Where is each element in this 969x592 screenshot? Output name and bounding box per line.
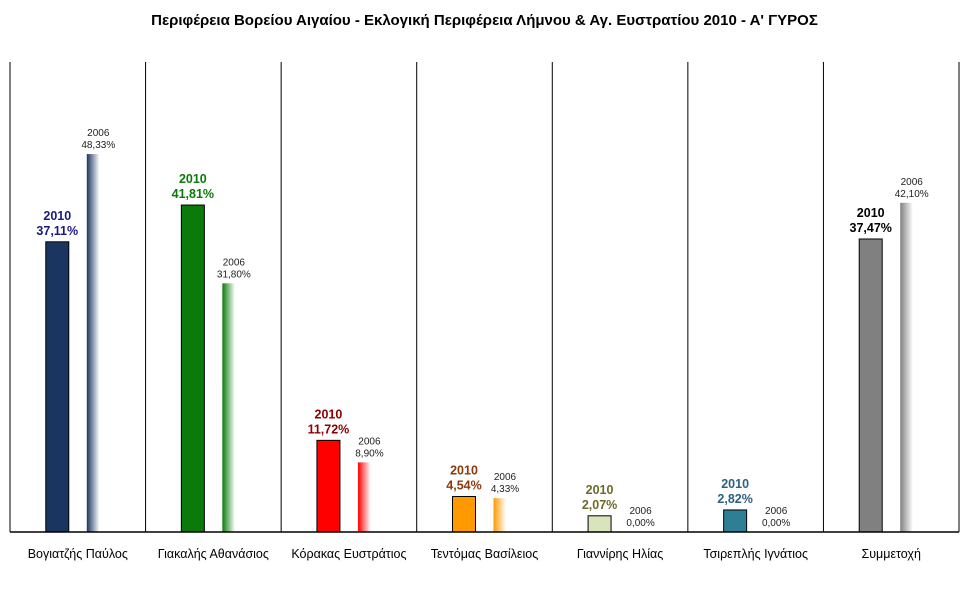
data-label-2006-year: 2006 [223, 257, 246, 268]
data-label-2006-year: 2006 [358, 436, 381, 447]
data-label-2010-value: 37,47% [850, 221, 892, 235]
category-label: Συμμετοχή [861, 547, 920, 561]
chart-data-labels: 201037,11%200648,33%201041,81%200631,80%… [36, 128, 928, 529]
data-label-2006-value: 31,80% [217, 269, 251, 280]
data-label-2010-value: 4,54% [446, 478, 481, 492]
bar-2010 [180, 204, 205, 533]
data-label-2010-year: 2010 [450, 463, 478, 477]
data-label-2006-year: 2006 [901, 177, 924, 188]
category-label: Κόρακας Ευστράτιος [291, 547, 406, 561]
data-label-2010-year: 2010 [315, 407, 343, 421]
bar-2010 [316, 439, 341, 533]
data-label-2006-value: 4,33% [491, 484, 519, 495]
data-label-2010-year: 2010 [43, 209, 71, 223]
data-label-2010-value: 2,82% [717, 492, 752, 506]
category-label: Τεντόμας Βασίλειος [431, 547, 539, 561]
data-label-2010-year: 2010 [179, 172, 207, 186]
data-label-2006-year: 2006 [494, 472, 517, 483]
data-label-2006-value: 42,10% [895, 189, 929, 200]
bar-2006 [493, 498, 517, 532]
bar-2006 [86, 154, 110, 533]
bar-2006 [222, 283, 246, 532]
bar-2010 [723, 509, 748, 533]
chart-title: Περιφέρεια Βορείου Αιγαίου - Εκλογική Πε… [151, 12, 818, 29]
bar-2010 [858, 238, 883, 533]
chart-bars [45, 154, 924, 533]
data-label-2006-year: 2006 [629, 506, 652, 517]
category-label: Τσιρεπλής Ιγνάτιος [703, 547, 808, 561]
data-label-2010-year: 2010 [586, 483, 614, 497]
bar-2006 [900, 202, 924, 532]
data-label-2006-value: 48,33% [81, 140, 115, 151]
category-labels: Βογιατζής Παύλος Γιακαλής Αθανάσιος Κόρακα… [28, 547, 921, 561]
data-label-2006-year: 2006 [87, 128, 110, 139]
data-label-2006-value: 8,90% [355, 448, 383, 459]
data-label-2010-value: 11,72% [308, 422, 350, 436]
category-label: Γιακαλής Αθανάσιος [158, 547, 269, 561]
bar-2010 [452, 495, 476, 533]
bar-2006 [357, 462, 381, 532]
data-label-2006-value: 0,00% [626, 518, 654, 529]
data-label-2010-value: 37,11% [36, 224, 78, 238]
data-label-2006-year: 2006 [765, 506, 788, 517]
data-label-2010-value: 2,07% [582, 498, 617, 512]
data-label-2010-value: 41,81% [172, 187, 214, 201]
column-dividers [9, 62, 960, 532]
data-label-2010-year: 2010 [721, 477, 749, 491]
category-label: Βογιατζής Παύλος [28, 547, 128, 561]
bar-2010 [45, 241, 70, 533]
bar-2010 [587, 515, 612, 533]
data-label-2010-year: 2010 [857, 206, 885, 220]
data-label-2006-value: 0,00% [762, 518, 790, 529]
category-label: Γιαννίρης Ηλίας [577, 547, 664, 561]
